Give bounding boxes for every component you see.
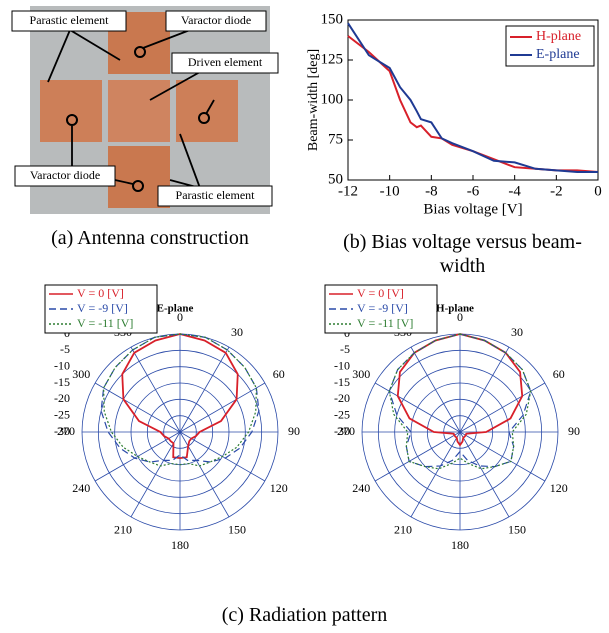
y-tick-label: 125 bbox=[321, 51, 344, 67]
r-tick-label: -10 bbox=[54, 358, 70, 372]
r-tick-label: -20 bbox=[54, 391, 70, 405]
patch bbox=[108, 80, 170, 142]
r-tick-label: -30 bbox=[54, 424, 70, 438]
caption: (b) Bias voltage versus beam-width bbox=[343, 231, 582, 277]
grid-spoke bbox=[94, 382, 181, 433]
legend-box bbox=[505, 25, 595, 67]
theta-tick-label: 0 bbox=[457, 310, 463, 324]
grid-spoke bbox=[459, 431, 546, 482]
theta-tick-label: 240 bbox=[72, 481, 90, 495]
x-tick-label: -12 bbox=[338, 183, 358, 199]
pattern-line bbox=[388, 333, 532, 470]
y-tick-label: 100 bbox=[321, 91, 344, 107]
legend-label: V = -9 [V] bbox=[77, 301, 128, 315]
x-tick-label: 0 bbox=[594, 183, 602, 199]
y-tick-label: 50 bbox=[328, 171, 343, 187]
r-tick-label: -5 bbox=[340, 342, 350, 356]
pattern-line bbox=[103, 333, 257, 467]
theta-tick-label: 120 bbox=[550, 481, 568, 495]
theta-tick-label: 300 bbox=[352, 367, 370, 381]
theta-tick-label: 90 bbox=[288, 424, 300, 438]
grid-spoke bbox=[374, 431, 461, 482]
y-axis-label: Beam-width [deg] bbox=[306, 49, 321, 151]
caption: (a) Antenna construction bbox=[51, 227, 249, 249]
theta-tick-label: 60 bbox=[553, 367, 565, 381]
label: Parastic element bbox=[176, 188, 256, 202]
caption: (c) Radiation pattern bbox=[221, 604, 388, 626]
grid-spoke bbox=[410, 346, 461, 433]
x-tick-label: -2 bbox=[550, 183, 563, 199]
label: Varactor diode bbox=[181, 13, 251, 27]
theta-tick-label: 60 bbox=[273, 367, 285, 381]
label: Varactor diode bbox=[30, 168, 100, 182]
data-line bbox=[347, 22, 598, 173]
theta-tick-label: 120 bbox=[270, 481, 288, 495]
r-tick-label: -20 bbox=[334, 391, 350, 405]
x-tick-label: -6 bbox=[467, 183, 480, 199]
legend-label: V = 0 [V] bbox=[77, 286, 124, 300]
y-tick-label: 150 bbox=[321, 11, 344, 27]
theta-tick-label: 210 bbox=[394, 522, 412, 536]
grid-spoke bbox=[459, 346, 510, 433]
theta-tick-label: 180 bbox=[451, 538, 469, 552]
grid-spoke bbox=[130, 346, 181, 433]
grid-spoke bbox=[130, 431, 181, 518]
theta-tick-label: 150 bbox=[508, 522, 526, 536]
r-tick-label: -15 bbox=[54, 375, 70, 389]
x-tick-label: -8 bbox=[425, 183, 438, 199]
legend-label: V = -11 [V] bbox=[77, 316, 133, 330]
x-tick-label: -10 bbox=[380, 183, 400, 199]
theta-tick-label: 30 bbox=[231, 325, 243, 339]
theta-tick-label: 270 bbox=[57, 424, 75, 438]
r-tick-label: -5 bbox=[60, 342, 70, 356]
legend-label: V = -11 [V] bbox=[357, 316, 413, 330]
grid-spoke bbox=[94, 431, 181, 482]
patch bbox=[40, 80, 102, 142]
theta-tick-label: 180 bbox=[171, 538, 189, 552]
pattern-line bbox=[396, 333, 524, 447]
antenna-photo: Parastic element Varactor diode Driven e… bbox=[11, 6, 279, 214]
label: Driven element bbox=[188, 55, 263, 69]
theta-tick-label: 300 bbox=[72, 367, 90, 381]
legend-label: E-plane bbox=[536, 47, 580, 62]
diode-markers bbox=[66, 46, 210, 192]
r-tick-label: -25 bbox=[334, 407, 350, 421]
y-tick-label: 75 bbox=[328, 131, 343, 147]
r-tick-label: -30 bbox=[334, 424, 350, 438]
photo-labels: Parastic element Varactor diode Driven e… bbox=[11, 10, 279, 207]
theta-tick-label: 30 bbox=[511, 325, 523, 339]
arrows bbox=[47, 29, 215, 189]
grid-spoke bbox=[459, 431, 510, 518]
legend-label: V = 0 [V] bbox=[357, 286, 404, 300]
legend-label: H-plane bbox=[536, 29, 581, 44]
grid-spoke bbox=[459, 382, 546, 433]
theta-tick-label: 150 bbox=[228, 522, 246, 536]
theta-tick-label: 240 bbox=[352, 481, 370, 495]
grid-spoke bbox=[179, 382, 266, 433]
theta-tick-label: 210 bbox=[114, 522, 132, 536]
theta-tick-label: 0 bbox=[177, 310, 183, 324]
pattern-line bbox=[121, 333, 239, 460]
grid-spoke bbox=[410, 431, 461, 518]
theta-tick-label: 90 bbox=[568, 424, 580, 438]
theta-tick-label: 270 bbox=[337, 424, 355, 438]
r-tick-label: -25 bbox=[54, 407, 70, 421]
grid-spoke bbox=[179, 346, 230, 433]
r-tick-label: -15 bbox=[334, 375, 350, 389]
grid-spoke bbox=[179, 431, 230, 518]
x-tick-label: -4 bbox=[508, 183, 521, 199]
x-axis-label: Bias voltage [V] bbox=[423, 201, 522, 217]
pattern-line bbox=[100, 333, 260, 463]
label: Parastic element bbox=[30, 13, 110, 27]
grid-spoke bbox=[374, 382, 461, 433]
r-tick-label: -10 bbox=[334, 358, 350, 372]
polar-title: H-plane bbox=[436, 303, 474, 315]
legend-label: V = -9 [V] bbox=[357, 301, 408, 315]
polar-title: E-plane bbox=[157, 303, 194, 315]
